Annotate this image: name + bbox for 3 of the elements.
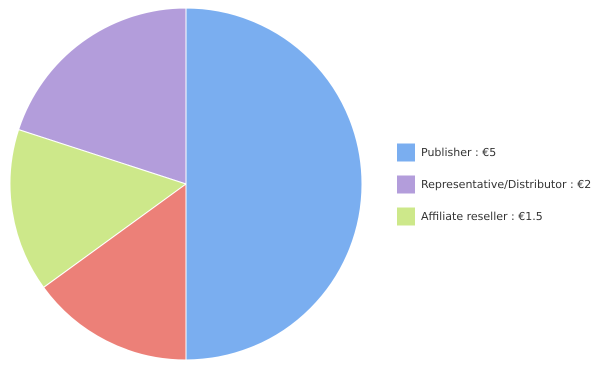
legend-label: Publisher : €5 — [421, 146, 496, 159]
legend-label: Representative/Distributor : €2 — [421, 178, 592, 191]
legend-label: Affiliate reseller : €1.5 — [421, 210, 543, 223]
